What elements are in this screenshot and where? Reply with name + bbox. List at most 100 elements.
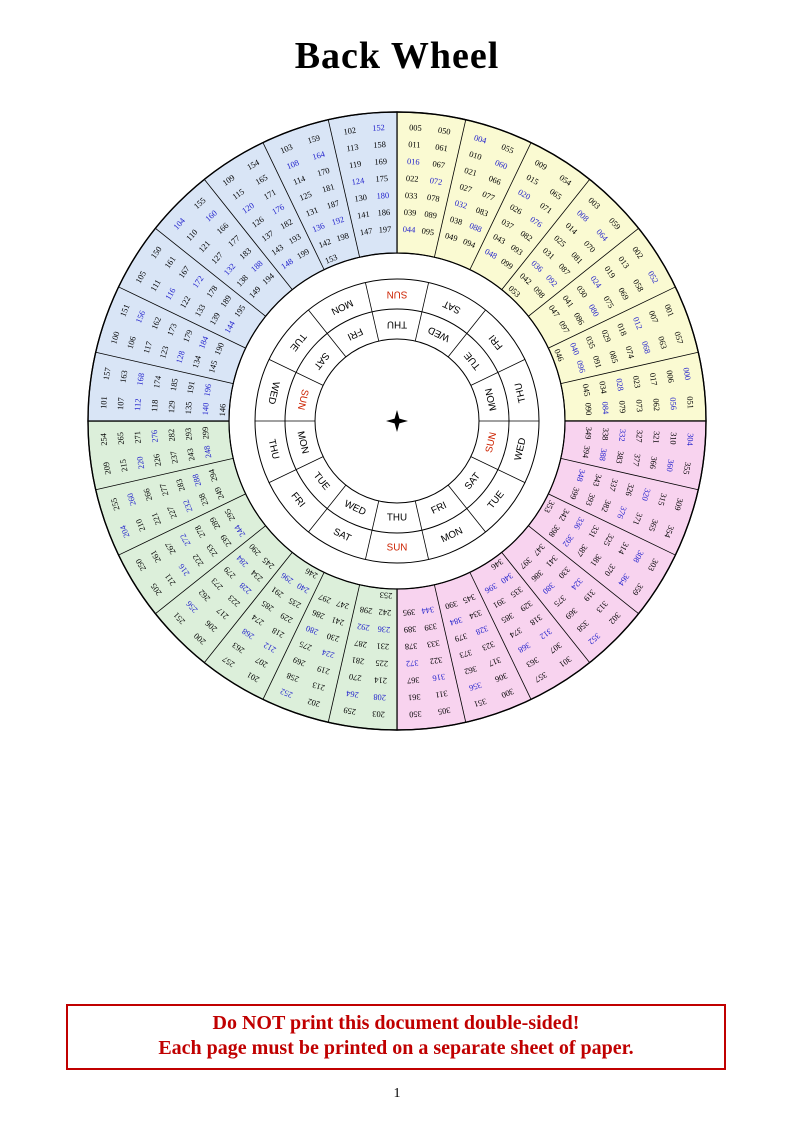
year-170: 170 [316, 166, 331, 178]
year-316: 316 [432, 672, 446, 683]
divider-line [470, 456, 526, 483]
year-266: 266 [142, 487, 154, 502]
year-153: 153 [324, 253, 339, 266]
day-label-wed: WED [426, 324, 451, 344]
year-162: 162 [150, 316, 163, 331]
year-173: 173 [166, 322, 179, 337]
year-192: 192 [331, 215, 346, 227]
year-345: 345 [462, 592, 477, 605]
year-000: 000 [681, 367, 692, 381]
divider-line [95, 457, 234, 491]
page-title: Back Wheel [294, 35, 500, 77]
year-096: 096 [575, 359, 587, 374]
year-306: 306 [494, 671, 509, 684]
year-338: 338 [600, 428, 610, 441]
year-382: 382 [599, 498, 612, 513]
year-247: 247 [335, 599, 350, 611]
year-379: 379 [454, 631, 469, 643]
year-327: 327 [634, 430, 644, 443]
year-187: 187 [326, 199, 341, 211]
year-029: 029 [599, 329, 612, 344]
year-018: 018 [615, 322, 628, 337]
year-073: 073 [634, 399, 644, 412]
year-077: 077 [481, 190, 496, 203]
divider-line [155, 228, 266, 317]
year-360: 360 [665, 459, 676, 473]
day-label-sat: SAT [441, 298, 462, 316]
year-046: 046 [552, 348, 565, 363]
day-label-sun: SUN [295, 388, 310, 411]
year-298: 298 [359, 605, 373, 616]
year-ring [87, 111, 707, 731]
year-378: 378 [405, 641, 418, 651]
year-297: 297 [317, 592, 332, 605]
year-056: 056 [668, 397, 678, 410]
year-288: 288 [191, 473, 203, 488]
year-376: 376 [615, 505, 628, 520]
year-366: 366 [648, 456, 659, 470]
years-100-199-region [87, 111, 398, 422]
year-141: 141 [357, 210, 371, 221]
year-281: 281 [351, 655, 365, 666]
year-287: 287 [354, 638, 368, 649]
year-390: 390 [444, 599, 459, 611]
year-214: 214 [373, 675, 387, 685]
day-label-thu: THU [266, 438, 281, 460]
divider-line [414, 282, 429, 342]
year-145: 145 [207, 359, 219, 374]
year-305: 305 [437, 705, 451, 716]
year-117: 117 [142, 340, 154, 354]
year-389: 389 [404, 624, 417, 634]
year-255: 255 [109, 497, 121, 512]
print-warning-line-1: Do NOT print this document double-sided! [212, 1012, 580, 1034]
year-260: 260 [126, 492, 138, 507]
divider-line [501, 552, 590, 663]
day-label-fri: FRI [345, 325, 364, 342]
day-label-thu: THU [387, 512, 407, 523]
year-168: 168 [135, 372, 146, 386]
divider-line [501, 179, 590, 290]
year-299: 299 [201, 426, 211, 439]
year-248: 248 [202, 445, 213, 459]
year-027: 027 [458, 182, 473, 194]
year-050: 050 [437, 126, 451, 137]
year-032: 032 [454, 199, 469, 211]
year-333: 333 [426, 638, 440, 649]
year-252: 252 [279, 686, 294, 699]
year-237: 237 [169, 450, 180, 464]
year-196: 196 [202, 383, 213, 397]
year-062: 062 [651, 398, 661, 411]
year-294: 294 [207, 467, 219, 482]
year-135: 135 [184, 401, 194, 414]
year-101: 101 [99, 396, 109, 409]
day-label-thu: THU [387, 319, 407, 330]
print-warning-box: Do NOT print this document double-sided!… [66, 1004, 726, 1070]
year-388: 388 [597, 448, 608, 462]
day-label-mon: MON [295, 430, 311, 455]
year-108: 108 [285, 158, 300, 171]
day-label-sat: SAT [331, 526, 352, 544]
year-356: 356 [468, 680, 483, 692]
year-238: 238 [197, 492, 210, 507]
year-088: 088 [468, 221, 483, 234]
year-157: 157 [102, 367, 113, 381]
day-label-wed: WED [342, 498, 367, 518]
year-383: 383 [614, 450, 625, 464]
year-344: 344 [420, 605, 435, 616]
year-236: 236 [377, 624, 390, 634]
center-star-icon [386, 410, 408, 432]
year-078: 078 [426, 193, 440, 204]
year-343: 343 [591, 473, 603, 488]
year-337: 337 [607, 478, 619, 493]
divider-line [469, 572, 532, 700]
year-241: 241 [331, 615, 346, 627]
year-021: 021 [463, 166, 478, 178]
year-163: 163 [119, 370, 130, 384]
year-350: 350 [409, 709, 422, 719]
year-304: 304 [685, 433, 695, 447]
year-254: 254 [99, 432, 109, 446]
year-007: 007 [647, 309, 660, 324]
year-320: 320 [640, 487, 652, 502]
year-371: 371 [631, 511, 644, 526]
year-203: 203 [372, 709, 385, 719]
